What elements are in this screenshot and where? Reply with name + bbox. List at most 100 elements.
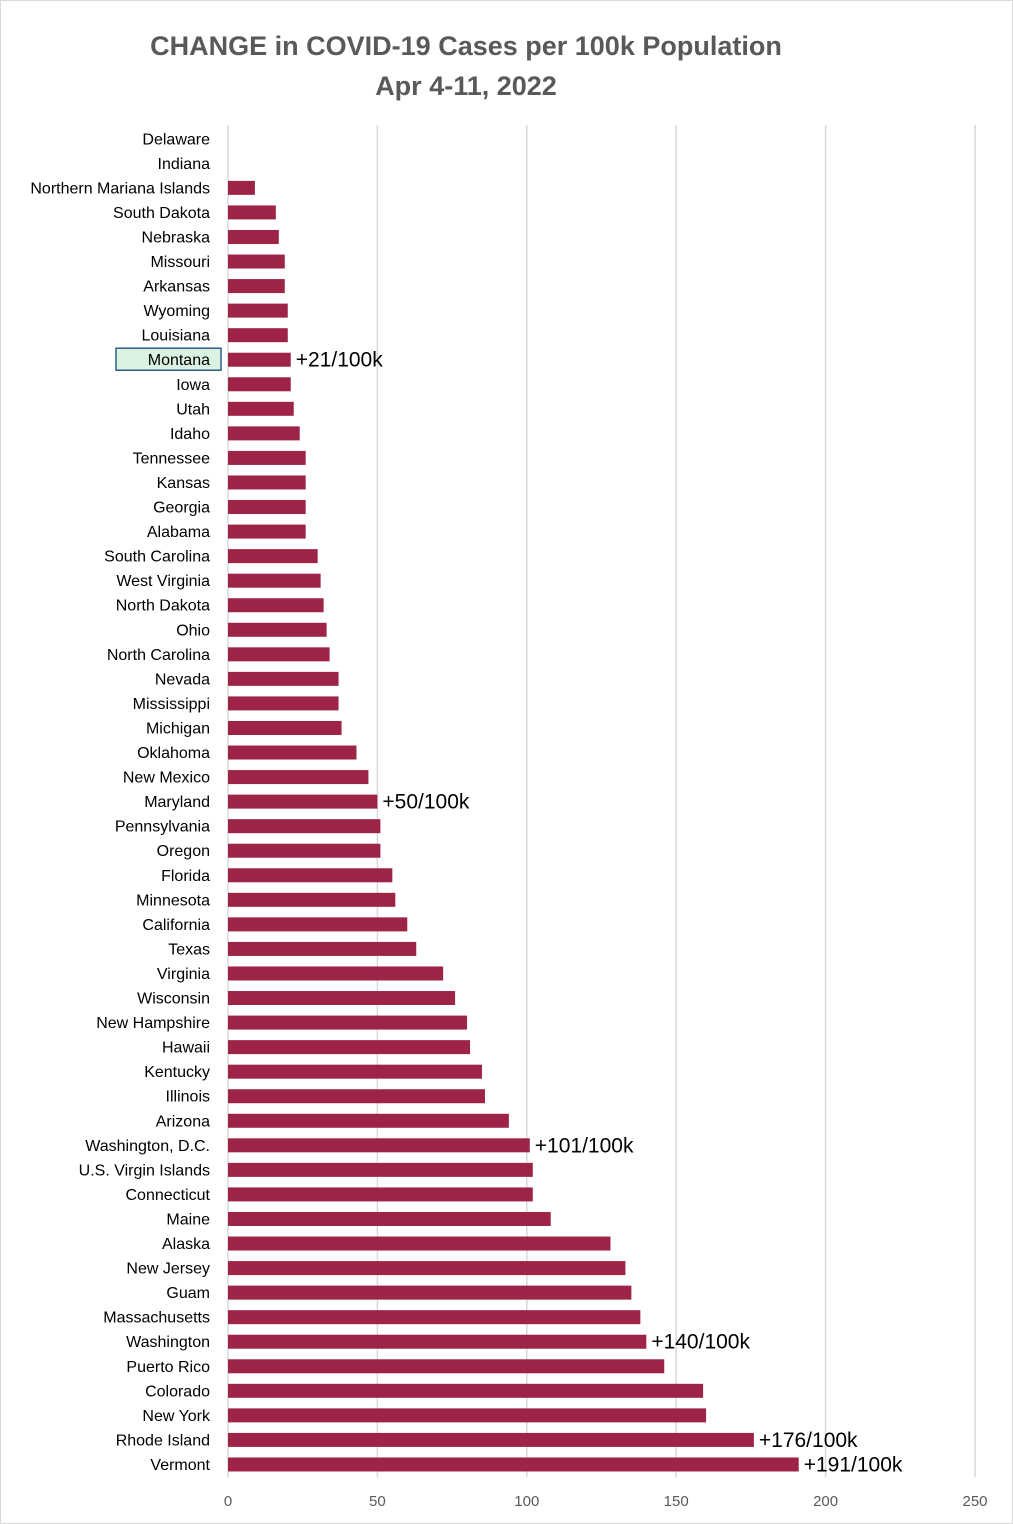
- category-label: West Virginia: [116, 573, 210, 590]
- bar: [228, 229, 279, 244]
- category-label: Maryland: [144, 794, 210, 811]
- category-label: North Dakota: [116, 598, 210, 615]
- chart-subtitle: Apr 4-11, 2022: [375, 71, 557, 101]
- category-label: Wisconsin: [137, 991, 210, 1008]
- category-label: Pennsylvania: [115, 819, 210, 836]
- category-label: Colorado: [145, 1383, 210, 1400]
- x-tick-label: 100: [514, 1493, 539, 1510]
- bar: [228, 401, 294, 416]
- category-label: Alabama: [147, 524, 210, 541]
- category-label: Georgia: [153, 500, 210, 517]
- data-label: +21/100k: [296, 349, 383, 372]
- category-label: Ohio: [176, 622, 210, 639]
- bar: [228, 1162, 533, 1177]
- category-label: Wyoming: [143, 303, 210, 320]
- x-tick-label: 150: [664, 1493, 689, 1510]
- category-label: Tennessee: [133, 450, 210, 467]
- bar: [228, 720, 342, 735]
- bar: [228, 794, 378, 809]
- category-label: Kansas: [157, 475, 210, 492]
- category-label: Washington, D.C.: [85, 1138, 210, 1155]
- category-label: Utah: [176, 401, 210, 418]
- category-label: Oklahoma: [137, 745, 210, 762]
- bar: [228, 475, 306, 490]
- chart-title: CHANGE in COVID-19 Cases per 100k Popula…: [150, 31, 782, 61]
- bar: [228, 1408, 707, 1423]
- category-label: Mississippi: [133, 696, 210, 713]
- category-label: Missouri: [150, 254, 210, 271]
- data-label: +101/100k: [535, 1134, 634, 1157]
- category-label: Nebraska: [142, 229, 211, 246]
- category-label: Minnesota: [136, 892, 210, 909]
- category-label: Florida: [161, 868, 210, 885]
- category-label: Guam: [166, 1285, 210, 1302]
- data-label: +176/100k: [759, 1429, 858, 1452]
- bar: [228, 377, 291, 392]
- category-label: Oregon: [157, 843, 210, 860]
- bar: [228, 745, 357, 760]
- category-label: Rhode Island: [116, 1432, 210, 1449]
- category-label: Virginia: [157, 966, 210, 983]
- category-label: Texas: [168, 941, 210, 958]
- category-label: Nevada: [155, 671, 210, 688]
- category-label: Louisiana: [142, 328, 211, 345]
- bar: [228, 1211, 551, 1226]
- bar: [228, 1187, 533, 1202]
- bar: [228, 843, 381, 858]
- data-label: +140/100k: [651, 1331, 750, 1354]
- bar: [228, 1015, 468, 1030]
- bar: [228, 991, 456, 1006]
- bar: [228, 254, 285, 269]
- bar: [228, 303, 288, 318]
- category-label: New Mexico: [123, 770, 210, 787]
- category-label: Northern Mariana Islands: [30, 180, 210, 197]
- bar: [228, 1089, 485, 1104]
- category-label: U.S. Virgin Islands: [79, 1162, 210, 1179]
- bar: [228, 770, 369, 785]
- category-label: Alaska: [162, 1236, 210, 1253]
- category-label: Illinois: [166, 1089, 210, 1106]
- bar: [228, 1359, 665, 1374]
- bar: [228, 671, 339, 686]
- bar: [228, 1457, 799, 1472]
- bar: [228, 819, 381, 834]
- category-label: Connecticut: [126, 1187, 211, 1204]
- category-label: Iowa: [176, 377, 210, 394]
- x-tick-label: 50: [369, 1493, 386, 1510]
- category-label: California: [142, 917, 210, 934]
- bar: [228, 1138, 530, 1153]
- category-label: Arizona: [156, 1113, 210, 1130]
- bar: [228, 1040, 471, 1055]
- highlight-box: [115, 347, 222, 371]
- bar: [228, 1236, 611, 1251]
- bar: [228, 696, 339, 711]
- bar: [228, 1285, 632, 1300]
- bar: [228, 500, 306, 515]
- bar: [228, 622, 327, 637]
- bar: [228, 1261, 626, 1276]
- bar: [228, 573, 321, 588]
- category-label: Puerto Rico: [126, 1359, 210, 1376]
- category-label: Kentucky: [144, 1064, 210, 1081]
- data-label: +50/100k: [382, 791, 469, 814]
- category-label: Hawaii: [162, 1040, 210, 1057]
- x-tick-label: 0: [224, 1493, 232, 1510]
- bar: [228, 892, 396, 907]
- bar: [228, 524, 306, 539]
- bar: [228, 279, 285, 294]
- bar: [228, 328, 288, 343]
- category-label: New York: [142, 1408, 211, 1425]
- category-label: Idaho: [170, 426, 210, 443]
- category-label: New Hampshire: [96, 1015, 210, 1032]
- bar: [228, 426, 300, 441]
- category-label: Michigan: [146, 720, 210, 737]
- category-label: Massachusetts: [103, 1310, 210, 1327]
- category-label: Washington: [126, 1334, 210, 1351]
- bar: [228, 941, 417, 956]
- bar: [228, 1383, 704, 1398]
- bar: [228, 180, 255, 195]
- bar: [228, 1064, 482, 1079]
- category-label: Indiana: [158, 156, 211, 173]
